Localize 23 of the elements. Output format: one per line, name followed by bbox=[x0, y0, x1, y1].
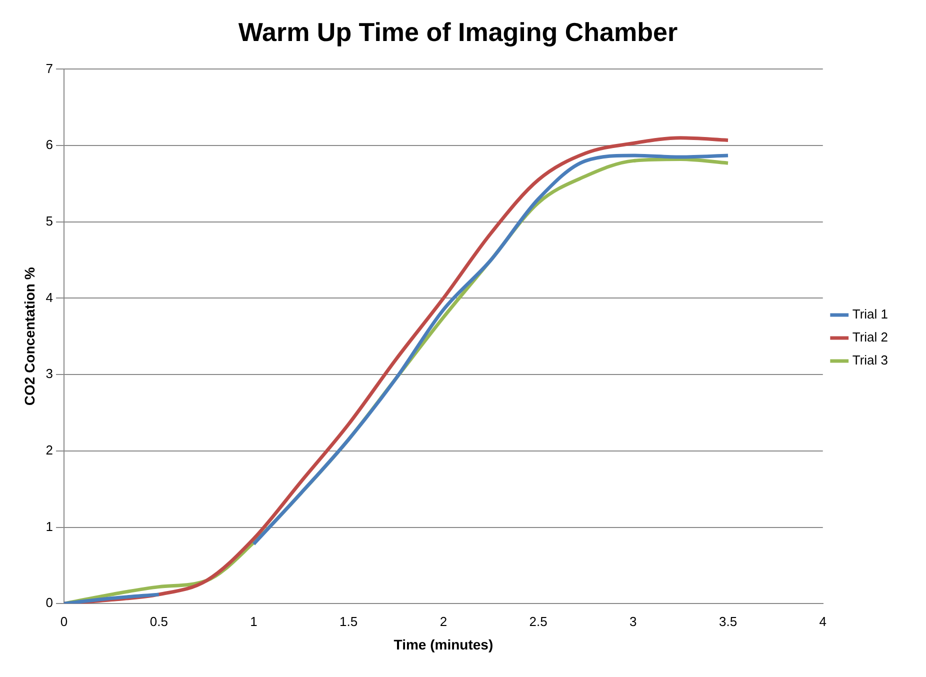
x-tick-label: 0.5 bbox=[150, 614, 168, 629]
x-axis-title: Time (minutes) bbox=[394, 636, 494, 652]
x-tick-label: 3 bbox=[630, 614, 637, 629]
x-tick-label: 1.5 bbox=[340, 614, 358, 629]
y-tick-label: 2 bbox=[46, 442, 54, 458]
y-axis-title: CO2 Concentation % bbox=[21, 266, 38, 406]
legend-label: Trial 3 bbox=[852, 352, 888, 368]
y-tick-label: 0 bbox=[46, 595, 54, 610]
x-tick-label: 2.5 bbox=[529, 614, 548, 629]
legend-label: Trial 1 bbox=[852, 306, 888, 322]
y-tick-label: 6 bbox=[46, 137, 54, 152]
x-tick-label: 1 bbox=[250, 614, 258, 629]
y-tick-label: 7 bbox=[46, 60, 54, 76]
y-tick-label: 4 bbox=[46, 290, 54, 305]
x-tick-label: 4 bbox=[819, 614, 826, 629]
x-tick-label: 0 bbox=[60, 614, 68, 629]
y-tick-label: 1 bbox=[46, 518, 54, 534]
y-tick-label: 5 bbox=[46, 213, 54, 228]
x-tick-label: 3.5 bbox=[718, 614, 738, 629]
legend-label: Trial 2 bbox=[852, 330, 888, 345]
y-tick-label: 3 bbox=[46, 366, 54, 382]
x-tick-label: 2 bbox=[440, 614, 448, 629]
chart-title: Warm Up Time of Imaging Chamber bbox=[238, 16, 678, 47]
